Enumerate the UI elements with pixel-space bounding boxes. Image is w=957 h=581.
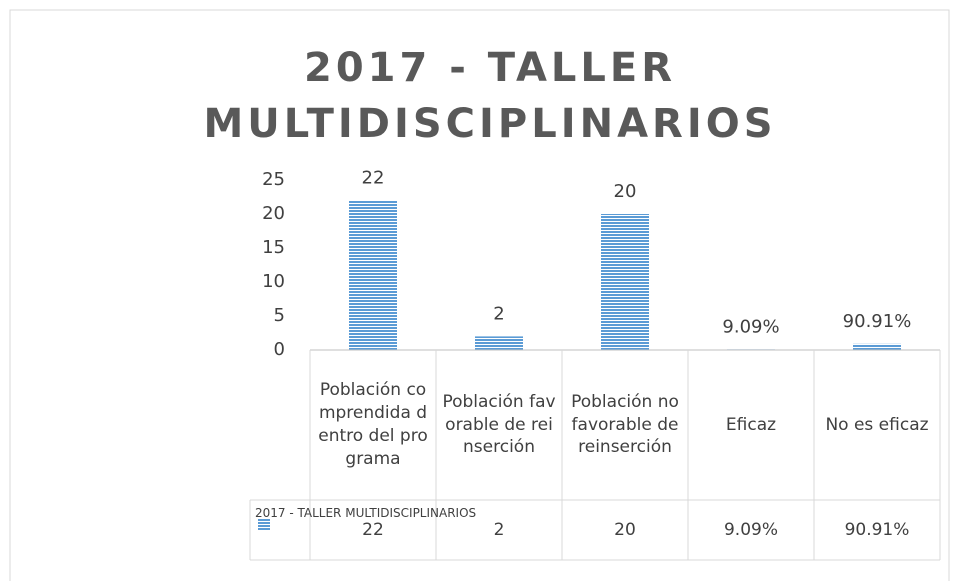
- table-value: 9.09%: [723, 519, 778, 540]
- y-tick-label: 5: [274, 305, 285, 326]
- y-tick-label: 20: [262, 203, 285, 224]
- bar: [853, 343, 901, 350]
- table-value: 90.91%: [844, 519, 910, 540]
- bar: [475, 336, 523, 350]
- y-tick-label: 10: [262, 271, 285, 292]
- y-tick-label: 25: [262, 169, 285, 190]
- legend-entry: 2017 - TALLER MULTIDISCIPLINARIOS: [255, 506, 477, 520]
- category-label: Población comprendida dentro del program…: [318, 380, 428, 469]
- data-label: 20: [614, 181, 637, 202]
- data-label: 90.91%: [843, 311, 912, 332]
- legend-swatch: [258, 518, 270, 530]
- table-value: 22: [362, 519, 384, 540]
- bar: [349, 200, 397, 350]
- table-value: 20: [614, 519, 636, 540]
- data-label: 22: [362, 167, 385, 188]
- data-label: 2: [493, 303, 504, 324]
- category-label: Población favorable de reinserción: [442, 391, 556, 458]
- bar: [601, 214, 649, 350]
- category-label: Población no favorable de reinserción: [571, 391, 679, 458]
- chart-border: [9, 9, 950, 581]
- category-label: Eficaz: [725, 414, 777, 435]
- y-tick-label: 0: [274, 339, 285, 360]
- chart-title: 2017 - TALLER MULTIDISCIPLINARIOS: [203, 45, 777, 147]
- table-value: 2: [493, 519, 505, 540]
- y-tick-label: 15: [262, 237, 285, 258]
- category-label: No es eficaz: [825, 414, 929, 435]
- data-label: 9.09%: [722, 316, 779, 337]
